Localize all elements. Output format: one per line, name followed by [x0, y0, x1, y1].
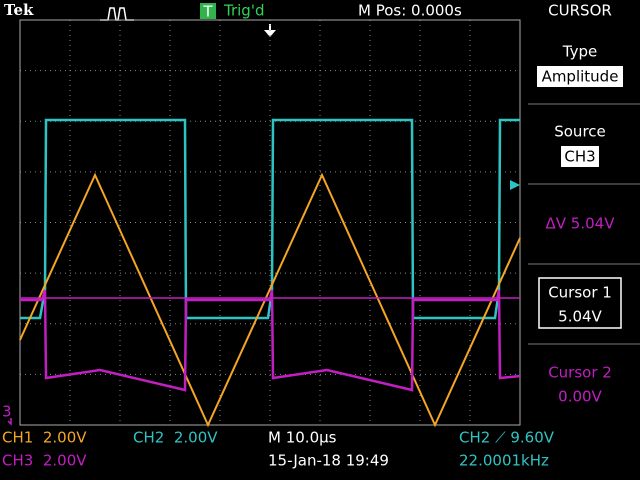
- ch3-trace: [20, 289, 521, 392]
- ch1-scale: CH1 2.00V: [2, 429, 87, 447]
- delta-readout: ΔV 5.04V: [546, 215, 616, 233]
- trigger-pos-arrow: [264, 30, 276, 37]
- timebase: M 10.0µs: [268, 429, 337, 447]
- cursor1-box: [538, 277, 622, 329]
- trigger-badge-box: [200, 3, 216, 19]
- menu-value[interactable]: 5.04V: [558, 308, 602, 326]
- menu-label[interactable]: Cursor 1: [548, 284, 612, 302]
- menu-label[interactable]: Type: [562, 43, 597, 61]
- trigger-status: Trig'd: [223, 2, 264, 20]
- graticule: [20, 20, 520, 425]
- menu-value[interactable]: Amplitude: [542, 68, 619, 86]
- menu-value[interactable]: CH3: [564, 148, 595, 166]
- trigger-badge: T: [202, 3, 213, 21]
- date-time: 15-Jan-18 19:49: [268, 452, 389, 470]
- ch3-scale: CH3 2.00V: [2, 452, 87, 470]
- brand: Tek: [4, 1, 34, 19]
- menu-title: CURSOR: [548, 2, 612, 20]
- menu-value-box: [537, 66, 623, 87]
- frequency: 22.0001kHz: [459, 452, 549, 470]
- menu-label[interactable]: Source: [554, 123, 606, 141]
- menu-label[interactable]: Cursor 2: [548, 364, 612, 382]
- trigger-setting: CH2 ⟋ 9.60V: [459, 429, 555, 447]
- ch3-ground-arrow: [7, 418, 12, 426]
- position: M Pos: 0.000s: [358, 2, 462, 20]
- menu-value[interactable]: 0.00V: [558, 388, 602, 406]
- ch3-marker: 3: [2, 403, 12, 421]
- graticule-frame: [19, 19, 521, 426]
- ch2-trigger-level: [510, 180, 520, 190]
- ch2-scale: CH2 2.00V: [133, 429, 218, 447]
- menu-value-box: [561, 146, 599, 167]
